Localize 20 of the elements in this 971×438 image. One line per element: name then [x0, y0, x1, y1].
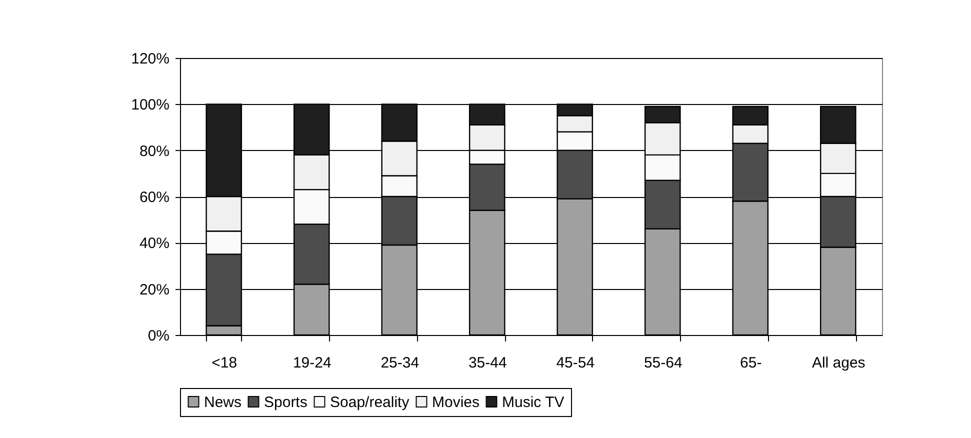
x-tick-label: 19-24: [292, 354, 332, 372]
legend-label: Sports: [264, 394, 308, 411]
legend-label: News: [204, 394, 242, 411]
x-tick-label: 65-: [740, 354, 762, 372]
x-tick-label: 25-34: [380, 354, 420, 372]
x-tick-label: 35-44: [468, 354, 507, 372]
x-tick-label: 45-54: [556, 354, 595, 372]
legend-label: Soap/reality: [330, 394, 410, 411]
x-tick-label: <18: [212, 354, 238, 372]
x-tick-label: 55-64: [644, 354, 682, 372]
y-tick-label: 40%: [139, 235, 170, 252]
y-tick-label: 60%: [139, 189, 170, 206]
x-tick-label: All ages: [812, 354, 866, 372]
y-tick-label: 20%: [139, 281, 170, 298]
legend-label: Music TV: [502, 394, 564, 411]
y-tick-label: 120%: [131, 50, 170, 68]
legend-label: Movies: [432, 394, 480, 411]
y-tick-label: 100%: [131, 96, 170, 114]
y-tick-label: 0%: [148, 328, 170, 344]
y-tick-label: 80%: [139, 142, 170, 160]
